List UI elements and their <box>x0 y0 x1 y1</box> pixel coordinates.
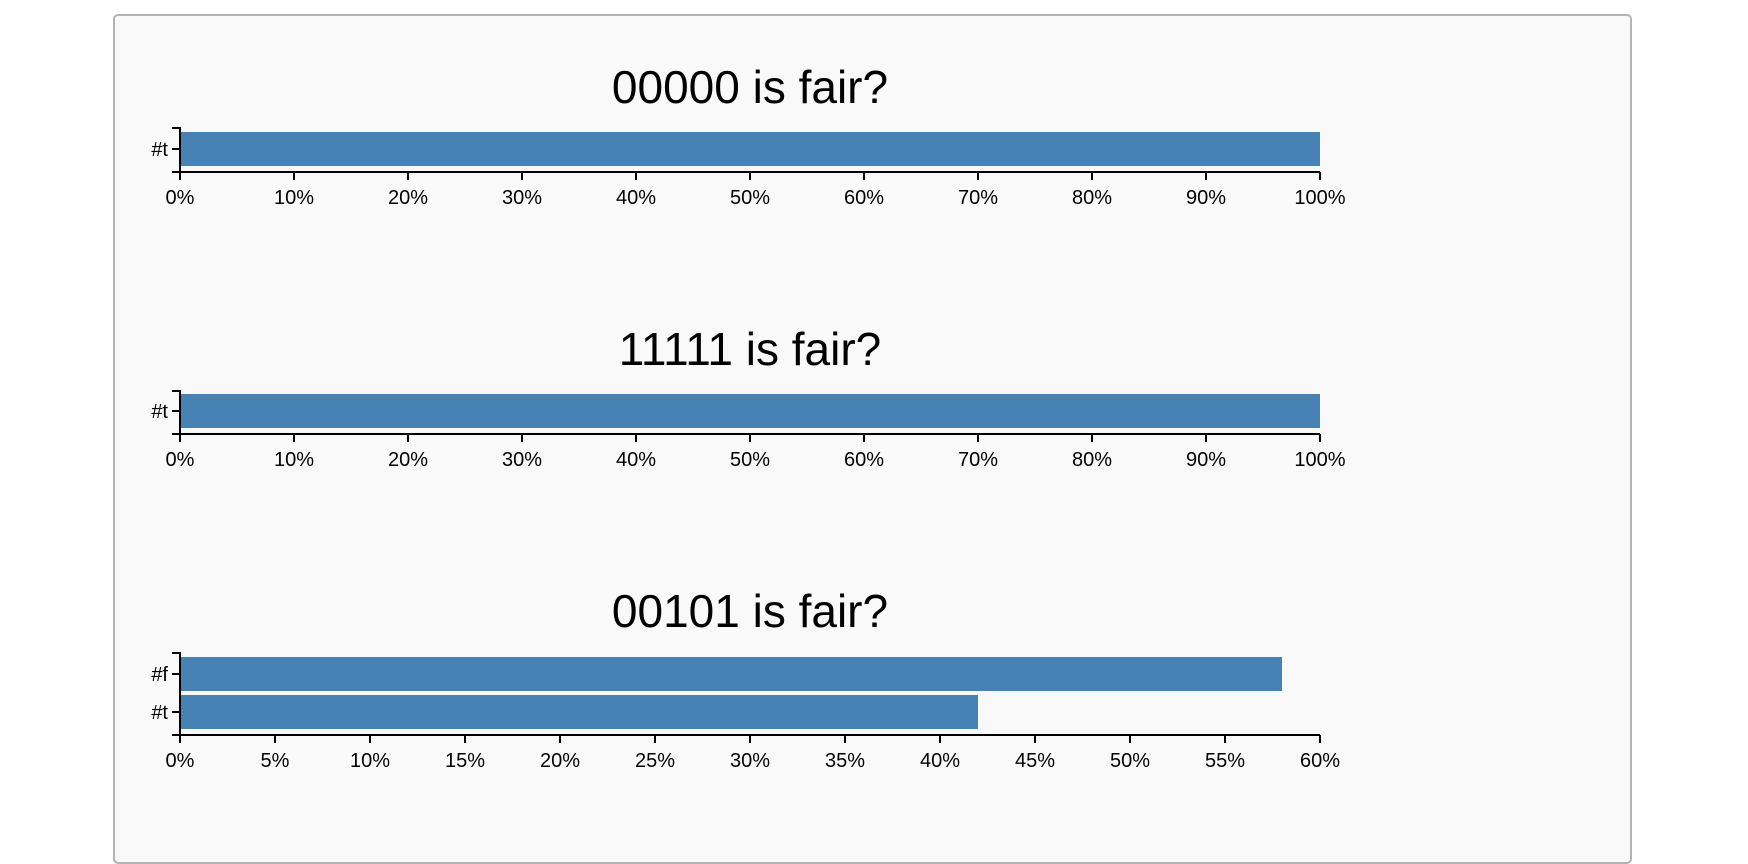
x-tick-label: 40% <box>920 750 960 772</box>
x-tick-label: 55% <box>1205 750 1245 772</box>
chart-title: 00000 is fair? <box>612 61 888 113</box>
x-tick-label: 10% <box>274 449 314 471</box>
x-tick-label: 70% <box>958 449 998 471</box>
x-tick-label: 20% <box>540 750 580 772</box>
bar-t <box>180 394 1320 428</box>
x-tick-label: 35% <box>825 750 865 772</box>
x-tick-label: 20% <box>388 187 428 209</box>
x-tick-label: 5% <box>261 750 290 772</box>
x-tick-label: 30% <box>502 187 542 209</box>
x-tick-label: 60% <box>1300 750 1340 772</box>
x-tick-label: 25% <box>635 750 675 772</box>
chart-title: 11111 is fair? <box>619 323 882 375</box>
x-tick-label: 90% <box>1186 449 1226 471</box>
bar-t <box>180 132 1320 166</box>
category-label: #t <box>151 139 168 161</box>
x-tick-label: 60% <box>844 187 884 209</box>
x-tick-label: 100% <box>1294 449 1345 471</box>
x-tick-label: 45% <box>1015 750 1055 772</box>
x-tick-label: 20% <box>388 449 428 471</box>
x-tick-label: 80% <box>1072 449 1112 471</box>
x-tick-label: 50% <box>1110 750 1150 772</box>
x-tick-label: 15% <box>445 750 485 772</box>
y-axis-line <box>172 390 181 435</box>
y-axis-line <box>172 127 181 173</box>
x-tick-label: 50% <box>730 187 770 209</box>
x-tick-label: 0% <box>166 187 195 209</box>
x-tick-label: 30% <box>730 750 770 772</box>
x-tick-label: 80% <box>1072 187 1112 209</box>
x-tick-label: 90% <box>1186 187 1226 209</box>
category-label: #t <box>151 702 168 724</box>
y-axis-line <box>172 652 181 736</box>
x-tick-label: 40% <box>616 449 656 471</box>
chart-title: 00101 is fair? <box>612 585 888 637</box>
x-tick-label: 10% <box>350 750 390 772</box>
x-tick-label: 100% <box>1294 187 1345 209</box>
x-tick-label: 50% <box>730 449 770 471</box>
x-tick-label: 0% <box>166 750 195 772</box>
x-tick-label: 30% <box>502 449 542 471</box>
x-tick-label: 60% <box>844 449 884 471</box>
x-tick-label: 40% <box>616 187 656 209</box>
bar-f <box>180 657 1282 691</box>
chart-3: 00101 is fair? #f #t 0% 5% 10% 15% 20% 25% 30% 35%… <box>151 585 1340 772</box>
chart-1: 00000 is fair? #t 0% 10% 20% 30% 40% 50% 60% 70% 8… <box>151 61 1345 209</box>
x-tick-label: 10% <box>274 187 314 209</box>
category-label: #f <box>151 664 168 686</box>
chart-2: 11111 is fair? #t 0% 10% 20% 30% 40% 50% 60% 70% 8… <box>151 323 1345 471</box>
category-label: #t <box>151 401 168 423</box>
x-tick-label: 70% <box>958 187 998 209</box>
bar-t <box>180 695 978 729</box>
x-tick-label: 0% <box>166 449 195 471</box>
